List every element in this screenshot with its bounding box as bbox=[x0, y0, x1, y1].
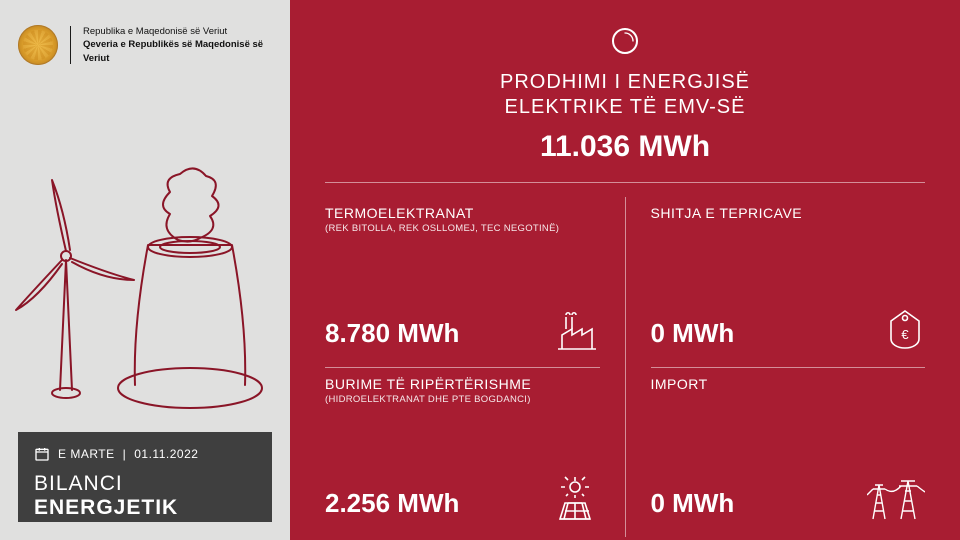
svg-text:€: € bbox=[901, 327, 909, 342]
total-production-value: 11.036 MWh bbox=[325, 130, 925, 164]
grid-col-right: SHITJA E TEPRICAVE 0 MWh € IMPORT 0 MWh bbox=[626, 197, 926, 537]
thermo-subtitle: (REK BITOLLA, REK OSLLOMEJ, TEC NEGOTINË… bbox=[325, 223, 600, 234]
renewable-subtitle: (HIDROELEKTRANAT DHE PTE BOGDANCI) bbox=[325, 394, 600, 405]
cell-surplus: SHITJA E TEPRICAVE 0 MWh € bbox=[651, 197, 926, 367]
gov-line-2: Qeveria e Republikës së Maqedonisë së Ve… bbox=[83, 38, 280, 65]
day-label: E MARTE bbox=[58, 447, 115, 461]
state-emblem-icon bbox=[18, 25, 58, 65]
stats-grid: TERMOELEKTRANAT (REK BITOLLA, REK OSLLOM… bbox=[325, 197, 925, 537]
title-light: BILANCI bbox=[34, 472, 123, 495]
main-divider bbox=[325, 182, 925, 183]
infographic-title: BILANCI ENERGJETIK bbox=[34, 472, 256, 520]
grid-col-left: TERMOELEKTRANAT (REK BITOLLA, REK OSLLOM… bbox=[325, 197, 625, 537]
main-title-line2: ELEKTRIKE TË EMV-SË bbox=[325, 95, 925, 120]
calendar-icon bbox=[34, 446, 50, 462]
factory-icon bbox=[552, 307, 600, 351]
left-panel: Republika e Maqedonisë së Veriut Qeveria… bbox=[0, 0, 290, 540]
renewable-title: BURIME TË RIPËRTËRISHME bbox=[325, 376, 600, 392]
gov-line-1: Republika e Maqedonisë së Veriut bbox=[83, 25, 280, 38]
cell-thermo: TERMOELEKTRANAT (REK BITOLLA, REK OSLLOM… bbox=[325, 197, 600, 367]
thermo-title: TERMOELEKTRANAT bbox=[325, 205, 600, 221]
power-lines-icon bbox=[867, 475, 925, 521]
main-header: PRODHIMI I ENERGJISË ELEKTRIKE TË EMV-SË… bbox=[325, 25, 925, 164]
renewable-value: 2.256 MWh bbox=[325, 488, 459, 519]
main-title: PRODHIMI I ENERGJISË ELEKTRIKE TË EMV-SË bbox=[325, 70, 925, 120]
date-row: E MARTE | 01.11.2022 bbox=[34, 446, 256, 462]
solar-panel-icon bbox=[550, 475, 600, 521]
thermo-value: 8.780 MWh bbox=[325, 318, 459, 349]
infographic-canvas: Republika e Maqedonisë së Veriut Qeveria… bbox=[0, 0, 960, 540]
header-divider bbox=[70, 26, 71, 64]
government-header: Republika e Maqedonisë së Veriut Qeveria… bbox=[18, 25, 280, 65]
cell-import: IMPORT 0 MWh bbox=[651, 368, 926, 538]
surplus-title: SHITJA E TEPRICAVE bbox=[651, 205, 926, 221]
date-title-box: E MARTE | 01.11.2022 BILANCI ENERGJETIK bbox=[18, 432, 272, 522]
right-panel: PRODHIMI I ENERGJISË ELEKTRIKE TË EMV-SË… bbox=[290, 0, 960, 540]
main-title-line1: PRODHIMI I ENERGJISË bbox=[325, 70, 925, 95]
price-tag-icon: € bbox=[885, 305, 925, 351]
title-bold: ENERGJETIK bbox=[34, 496, 178, 519]
import-title: IMPORT bbox=[651, 376, 926, 392]
powerplant-illustration-icon bbox=[0, 150, 290, 420]
government-text: Republika e Maqedonisë së Veriut Qeveria… bbox=[83, 25, 280, 65]
swirl-logo-icon bbox=[609, 25, 641, 57]
date-separator: | bbox=[123, 447, 127, 461]
import-value: 0 MWh bbox=[651, 488, 735, 519]
date-label: 01.11.2022 bbox=[134, 447, 198, 461]
surplus-value: 0 MWh bbox=[651, 318, 735, 349]
cell-renewable: BURIME TË RIPËRTËRISHME (HIDROELEKTRANAT… bbox=[325, 368, 600, 538]
